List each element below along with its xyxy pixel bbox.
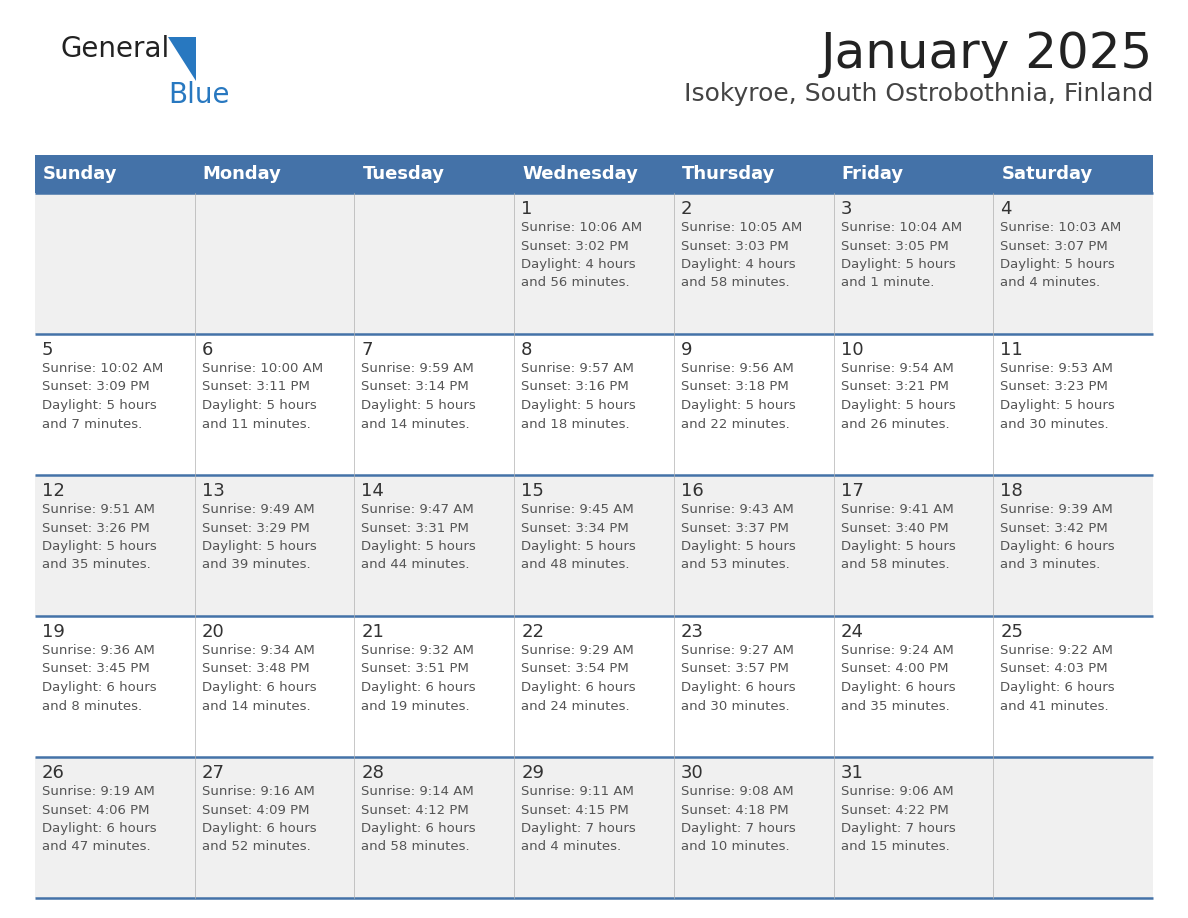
Text: 18: 18 <box>1000 482 1023 500</box>
Text: January 2025: January 2025 <box>821 30 1154 78</box>
Text: Sunrise: 9:54 AM
Sunset: 3:21 PM
Daylight: 5 hours
and 26 minutes.: Sunrise: 9:54 AM Sunset: 3:21 PM Dayligh… <box>841 362 955 431</box>
Text: Sunrise: 9:57 AM
Sunset: 3:16 PM
Daylight: 5 hours
and 18 minutes.: Sunrise: 9:57 AM Sunset: 3:16 PM Dayligh… <box>522 362 636 431</box>
Text: Sunrise: 9:39 AM
Sunset: 3:42 PM
Daylight: 6 hours
and 3 minutes.: Sunrise: 9:39 AM Sunset: 3:42 PM Dayligh… <box>1000 503 1114 572</box>
Text: Sunrise: 9:27 AM
Sunset: 3:57 PM
Daylight: 6 hours
and 30 minutes.: Sunrise: 9:27 AM Sunset: 3:57 PM Dayligh… <box>681 644 796 712</box>
Text: 7: 7 <box>361 341 373 359</box>
Text: Sunrise: 9:47 AM
Sunset: 3:31 PM
Daylight: 5 hours
and 44 minutes.: Sunrise: 9:47 AM Sunset: 3:31 PM Dayligh… <box>361 503 476 572</box>
Text: 25: 25 <box>1000 623 1023 641</box>
Text: Isokyroe, South Ostrobothnia, Finland: Isokyroe, South Ostrobothnia, Finland <box>683 82 1154 106</box>
Text: Sunrise: 9:36 AM
Sunset: 3:45 PM
Daylight: 6 hours
and 8 minutes.: Sunrise: 9:36 AM Sunset: 3:45 PM Dayligh… <box>42 644 157 712</box>
Text: Sunrise: 10:00 AM
Sunset: 3:11 PM
Daylight: 5 hours
and 11 minutes.: Sunrise: 10:00 AM Sunset: 3:11 PM Daylig… <box>202 362 323 431</box>
Text: Sunrise: 9:45 AM
Sunset: 3:34 PM
Daylight: 5 hours
and 48 minutes.: Sunrise: 9:45 AM Sunset: 3:34 PM Dayligh… <box>522 503 636 572</box>
Text: 22: 22 <box>522 623 544 641</box>
Text: Sunrise: 9:59 AM
Sunset: 3:14 PM
Daylight: 5 hours
and 14 minutes.: Sunrise: 9:59 AM Sunset: 3:14 PM Dayligh… <box>361 362 476 431</box>
Text: Sunrise: 9:08 AM
Sunset: 4:18 PM
Daylight: 7 hours
and 10 minutes.: Sunrise: 9:08 AM Sunset: 4:18 PM Dayligh… <box>681 785 796 854</box>
Text: Sunrise: 9:56 AM
Sunset: 3:18 PM
Daylight: 5 hours
and 22 minutes.: Sunrise: 9:56 AM Sunset: 3:18 PM Dayligh… <box>681 362 796 431</box>
Text: 31: 31 <box>841 764 864 782</box>
Text: 10: 10 <box>841 341 864 359</box>
Text: 4: 4 <box>1000 200 1012 218</box>
Text: Sunrise: 10:02 AM
Sunset: 3:09 PM
Daylight: 5 hours
and 7 minutes.: Sunrise: 10:02 AM Sunset: 3:09 PM Daylig… <box>42 362 163 431</box>
Text: 9: 9 <box>681 341 693 359</box>
Text: Sunrise: 9:32 AM
Sunset: 3:51 PM
Daylight: 6 hours
and 19 minutes.: Sunrise: 9:32 AM Sunset: 3:51 PM Dayligh… <box>361 644 476 712</box>
Text: 26: 26 <box>42 764 65 782</box>
Text: Sunrise: 9:24 AM
Sunset: 4:00 PM
Daylight: 6 hours
and 35 minutes.: Sunrise: 9:24 AM Sunset: 4:00 PM Dayligh… <box>841 644 955 712</box>
Text: Sunrise: 10:04 AM
Sunset: 3:05 PM
Daylight: 5 hours
and 1 minute.: Sunrise: 10:04 AM Sunset: 3:05 PM Daylig… <box>841 221 962 289</box>
Bar <box>34 757 1154 898</box>
Text: 27: 27 <box>202 764 225 782</box>
Text: Sunrise: 9:29 AM
Sunset: 3:54 PM
Daylight: 6 hours
and 24 minutes.: Sunrise: 9:29 AM Sunset: 3:54 PM Dayligh… <box>522 644 636 712</box>
Text: Saturday: Saturday <box>1001 165 1093 183</box>
Text: Blue: Blue <box>168 81 229 109</box>
Text: 29: 29 <box>522 764 544 782</box>
Text: Sunday: Sunday <box>43 165 118 183</box>
Text: Sunrise: 9:06 AM
Sunset: 4:22 PM
Daylight: 7 hours
and 15 minutes.: Sunrise: 9:06 AM Sunset: 4:22 PM Dayligh… <box>841 785 955 854</box>
Polygon shape <box>168 37 196 81</box>
Text: 5: 5 <box>42 341 53 359</box>
Text: 28: 28 <box>361 764 384 782</box>
Bar <box>34 334 1154 475</box>
Text: Sunrise: 9:22 AM
Sunset: 4:03 PM
Daylight: 6 hours
and 41 minutes.: Sunrise: 9:22 AM Sunset: 4:03 PM Dayligh… <box>1000 644 1114 712</box>
Text: 24: 24 <box>841 623 864 641</box>
Text: Sunrise: 9:34 AM
Sunset: 3:48 PM
Daylight: 6 hours
and 14 minutes.: Sunrise: 9:34 AM Sunset: 3:48 PM Dayligh… <box>202 644 316 712</box>
Text: 2: 2 <box>681 200 693 218</box>
Text: 30: 30 <box>681 764 703 782</box>
Text: Sunrise: 9:11 AM
Sunset: 4:15 PM
Daylight: 7 hours
and 4 minutes.: Sunrise: 9:11 AM Sunset: 4:15 PM Dayligh… <box>522 785 636 854</box>
Text: 15: 15 <box>522 482 544 500</box>
Text: 8: 8 <box>522 341 532 359</box>
Text: Sunrise: 9:43 AM
Sunset: 3:37 PM
Daylight: 5 hours
and 53 minutes.: Sunrise: 9:43 AM Sunset: 3:37 PM Dayligh… <box>681 503 796 572</box>
Text: Sunrise: 9:19 AM
Sunset: 4:06 PM
Daylight: 6 hours
and 47 minutes.: Sunrise: 9:19 AM Sunset: 4:06 PM Dayligh… <box>42 785 157 854</box>
Text: 16: 16 <box>681 482 703 500</box>
Text: Thursday: Thursday <box>682 165 776 183</box>
Text: 17: 17 <box>841 482 864 500</box>
Text: 6: 6 <box>202 341 213 359</box>
Text: 19: 19 <box>42 623 65 641</box>
Text: Sunrise: 9:53 AM
Sunset: 3:23 PM
Daylight: 5 hours
and 30 minutes.: Sunrise: 9:53 AM Sunset: 3:23 PM Dayligh… <box>1000 362 1116 431</box>
Text: Sunrise: 9:41 AM
Sunset: 3:40 PM
Daylight: 5 hours
and 58 minutes.: Sunrise: 9:41 AM Sunset: 3:40 PM Dayligh… <box>841 503 955 572</box>
Text: General: General <box>61 35 169 63</box>
Text: Wednesday: Wednesday <box>523 165 638 183</box>
Text: Tuesday: Tuesday <box>362 165 444 183</box>
Text: Friday: Friday <box>841 165 904 183</box>
Text: Sunrise: 9:16 AM
Sunset: 4:09 PM
Daylight: 6 hours
and 52 minutes.: Sunrise: 9:16 AM Sunset: 4:09 PM Dayligh… <box>202 785 316 854</box>
Text: Sunrise: 9:49 AM
Sunset: 3:29 PM
Daylight: 5 hours
and 39 minutes.: Sunrise: 9:49 AM Sunset: 3:29 PM Dayligh… <box>202 503 316 572</box>
Text: 3: 3 <box>841 200 852 218</box>
Text: 13: 13 <box>202 482 225 500</box>
Text: Sunrise: 9:14 AM
Sunset: 4:12 PM
Daylight: 6 hours
and 58 minutes.: Sunrise: 9:14 AM Sunset: 4:12 PM Dayligh… <box>361 785 476 854</box>
Bar <box>34 616 1154 757</box>
Bar <box>34 475 1154 616</box>
Text: 23: 23 <box>681 623 703 641</box>
Text: Sunrise: 10:03 AM
Sunset: 3:07 PM
Daylight: 5 hours
and 4 minutes.: Sunrise: 10:03 AM Sunset: 3:07 PM Daylig… <box>1000 221 1121 289</box>
Text: Monday: Monday <box>203 165 282 183</box>
Text: 20: 20 <box>202 623 225 641</box>
Bar <box>34 155 1154 193</box>
Text: Sunrise: 10:06 AM
Sunset: 3:02 PM
Daylight: 4 hours
and 56 minutes.: Sunrise: 10:06 AM Sunset: 3:02 PM Daylig… <box>522 221 643 289</box>
Bar <box>34 193 1154 334</box>
Text: 12: 12 <box>42 482 65 500</box>
Text: 14: 14 <box>361 482 384 500</box>
Text: Sunrise: 10:05 AM
Sunset: 3:03 PM
Daylight: 4 hours
and 58 minutes.: Sunrise: 10:05 AM Sunset: 3:03 PM Daylig… <box>681 221 802 289</box>
Text: Sunrise: 9:51 AM
Sunset: 3:26 PM
Daylight: 5 hours
and 35 minutes.: Sunrise: 9:51 AM Sunset: 3:26 PM Dayligh… <box>42 503 157 572</box>
Text: 1: 1 <box>522 200 532 218</box>
Text: 21: 21 <box>361 623 384 641</box>
Text: 11: 11 <box>1000 341 1023 359</box>
